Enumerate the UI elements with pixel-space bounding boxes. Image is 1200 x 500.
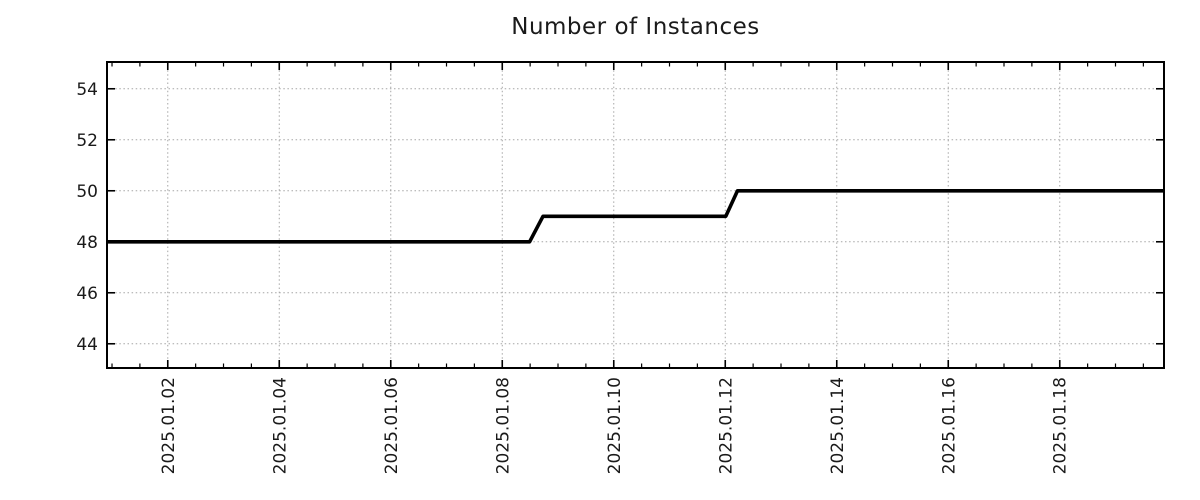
x-tick-label: 2025.01.16 (939, 377, 959, 474)
data-series (107, 189, 1164, 244)
y-tick-label: 48 (76, 233, 98, 253)
plot-border-group (106, 61, 1165, 369)
y-tick-label: 46 (76, 284, 98, 304)
y-tick-label: 44 (76, 335, 98, 355)
x-tick-label: 2025.01.08 (493, 377, 513, 474)
axis-labels: 44 46 48 50 52 54 2025.01.02 2025.01.04 2025.01.… (76, 80, 1070, 475)
chart-title: Number of Instances (511, 14, 760, 40)
x-tick-label: 2025.01.02 (159, 377, 179, 474)
y-tick-label: 54 (76, 80, 98, 100)
x-tick-label: 2025.01.14 (828, 377, 848, 474)
x-tick-label: 2025.01.06 (382, 377, 402, 474)
data-line-instances (107, 189, 1164, 244)
x-tick-label: 2025.01.18 (1051, 377, 1071, 474)
x-tick-label: 2025.01.12 (716, 377, 736, 474)
x-tick-label: 2025.01.10 (605, 377, 625, 474)
x-tick-label: 2025.01.04 (270, 377, 290, 474)
y-tick-label: 50 (76, 182, 98, 202)
y-tick-label: 52 (76, 131, 98, 151)
plot-border (106, 61, 1165, 369)
